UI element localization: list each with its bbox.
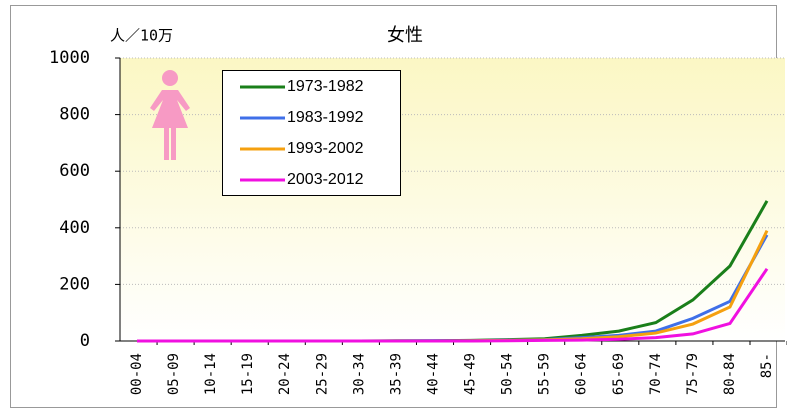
y-tick-label: 200 xyxy=(59,274,90,294)
x-tick-label: 60-64 xyxy=(574,353,590,395)
x-tick-label: 30-34 xyxy=(351,353,367,395)
x-tick-label: 15-19 xyxy=(240,353,256,395)
y-tick-label: 600 xyxy=(59,161,90,181)
x-tick-label: 40-44 xyxy=(425,353,441,395)
x-tick-label: 65-69 xyxy=(611,353,627,395)
x-tick-label: 75-79 xyxy=(685,353,701,395)
y-axis-unit: 人／10万 xyxy=(110,27,173,45)
y-tick-label: 800 xyxy=(59,105,90,125)
line-series xyxy=(137,267,769,343)
x-tick-label: 80-84 xyxy=(722,353,738,395)
x-tick-label: 25-29 xyxy=(314,353,330,395)
x-tick-label: 70-74 xyxy=(648,353,664,395)
x-tick-label: 50-54 xyxy=(500,353,516,395)
x-tick-label: 45-49 xyxy=(463,353,479,395)
legend-label: 1973-1982 xyxy=(287,78,364,95)
legend xyxy=(222,70,401,196)
x-tick-label: 20-24 xyxy=(277,353,293,395)
x-tick-label: 10-14 xyxy=(203,353,219,395)
legend-label: 1983-1992 xyxy=(287,109,364,126)
x-tick-label: 35-39 xyxy=(388,353,404,395)
y-tick-label: 400 xyxy=(59,218,90,238)
y-tick-label: 1000 xyxy=(49,48,90,68)
x-tick-label: 55-59 xyxy=(537,353,553,395)
legend-label: 1993-2002 xyxy=(287,140,364,157)
y-tick-label: 0 xyxy=(80,331,90,351)
plot-area xyxy=(120,58,785,341)
x-tick-label: 85- xyxy=(759,353,775,378)
legend-label: 2003-2012 xyxy=(287,171,364,188)
chart-title: 女性 xyxy=(387,25,423,46)
x-tick-label: 05-09 xyxy=(166,353,182,395)
x-tick-label: 00-04 xyxy=(129,353,145,395)
female-icon xyxy=(150,70,190,160)
